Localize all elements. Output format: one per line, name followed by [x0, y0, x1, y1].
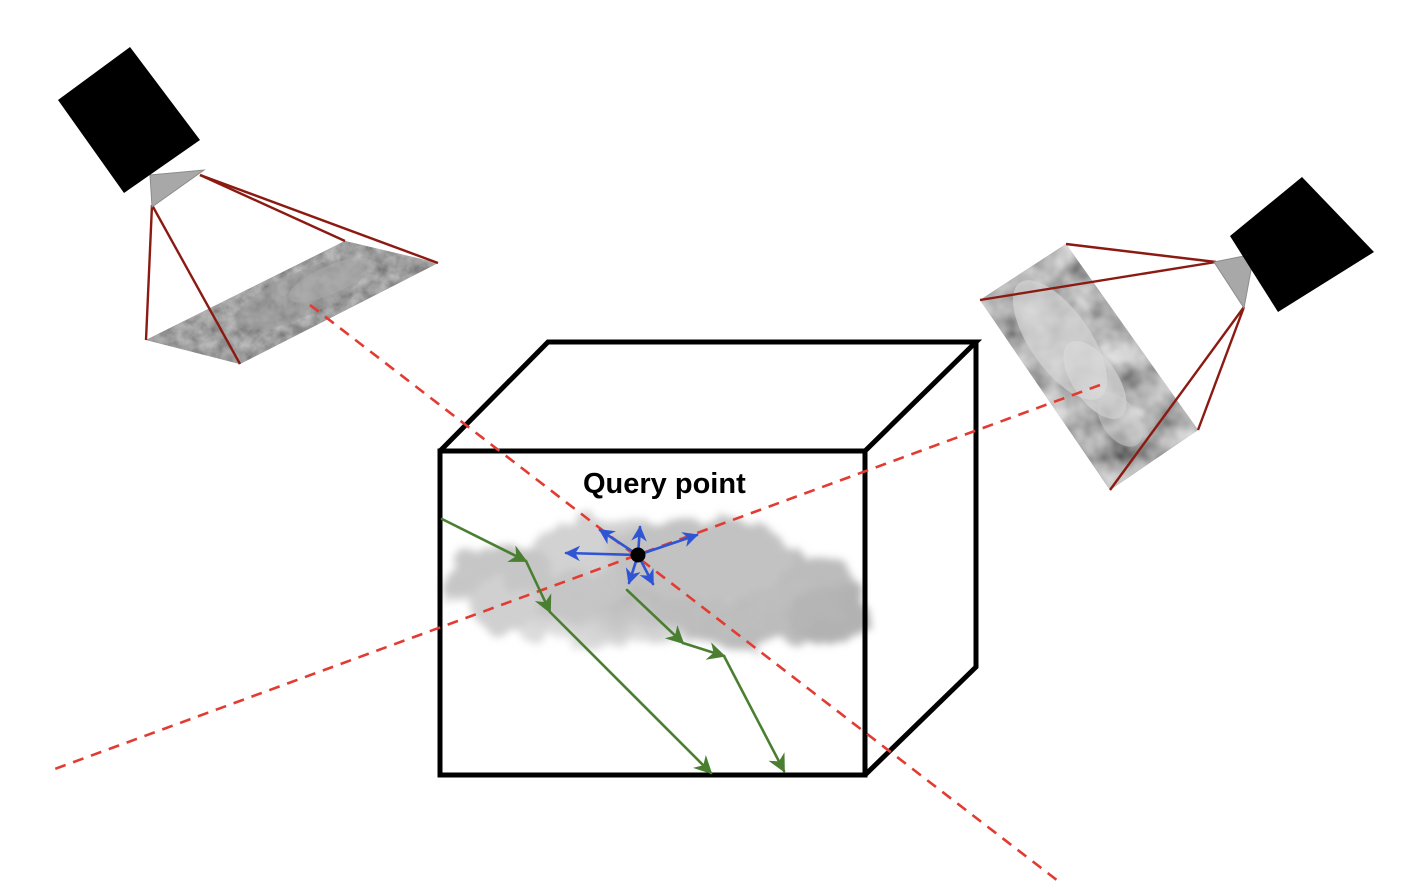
- direction-arrow: [598, 528, 640, 557]
- right-camera-lens: [1213, 253, 1255, 310]
- right-image-panel: [980, 244, 1198, 490]
- view-rays: [51, 303, 1101, 886]
- camera-icon: [58, 47, 200, 193]
- left-camera-group: [58, 47, 439, 365]
- light-paths: [440, 517, 786, 775]
- light-path-segment: [524, 559, 552, 614]
- cloud-volume: [450, 517, 870, 648]
- left-image-panel: [146, 241, 438, 364]
- light-path-segment: [625, 588, 685, 645]
- light-path-segment: [440, 517, 528, 563]
- left-frustum: [144, 173, 439, 365]
- query-point-label: Query point: [583, 468, 746, 500]
- direction-arrow: [564, 545, 640, 562]
- light-path-segment: [548, 610, 713, 775]
- query-point-marker: [630, 547, 646, 563]
- view-ray-left-camera: [309, 303, 1063, 886]
- direction-arrow: [636, 532, 699, 557]
- light-path-segment: [681, 641, 726, 660]
- light-path-segment: [722, 654, 786, 773]
- right-frustum: [979, 242, 1246, 491]
- box-side-face: [863, 342, 979, 777]
- left-camera-lens: [149, 169, 206, 208]
- volume-box: [437, 339, 983, 778]
- box-top-face: [438, 339, 983, 453]
- right-camera-group: [979, 177, 1374, 491]
- camera-icon: [1230, 177, 1374, 312]
- view-ray-right-camera: [51, 383, 1101, 772]
- box-front-face: [437, 448, 868, 778]
